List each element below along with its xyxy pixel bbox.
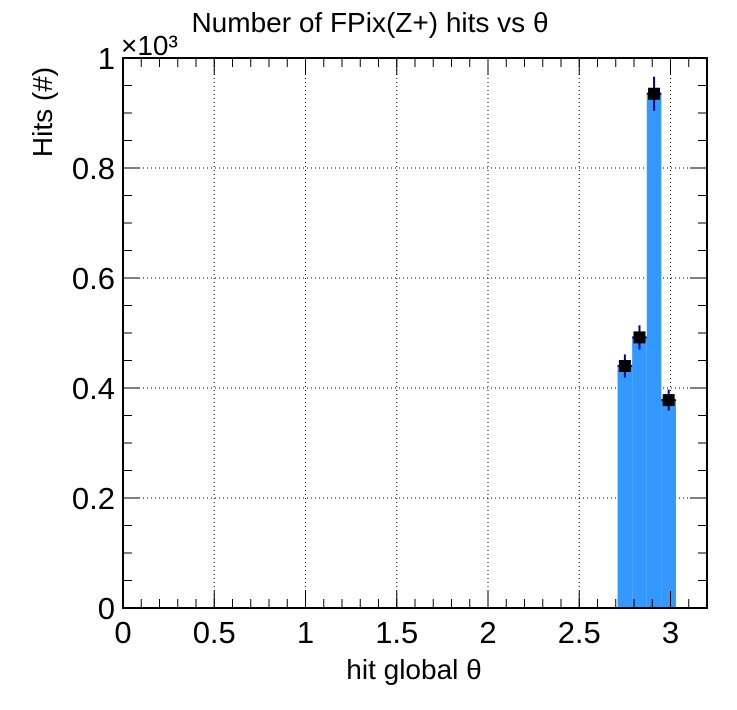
x-tick-label: 3 — [662, 615, 679, 650]
y-tick-label: 0 — [98, 591, 115, 626]
x-tick-label: 0 — [114, 615, 131, 650]
data-marker — [633, 331, 646, 344]
x-tick-label: 0.5 — [193, 615, 236, 650]
histogram-bar — [661, 400, 676, 608]
data-marker — [618, 360, 631, 372]
y-tick-label: 0.2 — [72, 481, 115, 516]
y-axis-label: Hits (#) — [27, 67, 58, 157]
y-tick-label: 0.4 — [72, 371, 115, 406]
y-tick-label: 0.6 — [72, 261, 115, 296]
chart-title: Number of FPix(Z+) hits vs θ — [191, 7, 548, 38]
x-tick-label: 1 — [297, 615, 314, 650]
data-marker — [662, 394, 675, 407]
histogram-bar — [632, 337, 647, 608]
bars-layer — [617, 93, 676, 608]
x-axis-label: hit global θ — [346, 654, 481, 685]
x-tick-label: 2.5 — [558, 615, 601, 650]
grid-layer — [123, 58, 707, 608]
y-tick-label: 0.8 — [72, 151, 115, 186]
points-layer — [617, 76, 676, 411]
ticks-layer — [122, 57, 708, 609]
x-tick-label: 1.5 — [375, 615, 418, 650]
data-marker — [648, 87, 661, 100]
y-tick-label: 1 — [98, 41, 115, 76]
histogram-bar — [646, 93, 662, 608]
x-tick-label: 2 — [479, 615, 496, 650]
tick-labels-layer: 0 0.5 1 1.5 2 2.5 3 0 0.2 0.4 0.6 0.8 1 — [72, 41, 679, 650]
histogram-bar — [617, 366, 633, 608]
y-multiplier-label: ×10³ — [121, 30, 178, 61]
